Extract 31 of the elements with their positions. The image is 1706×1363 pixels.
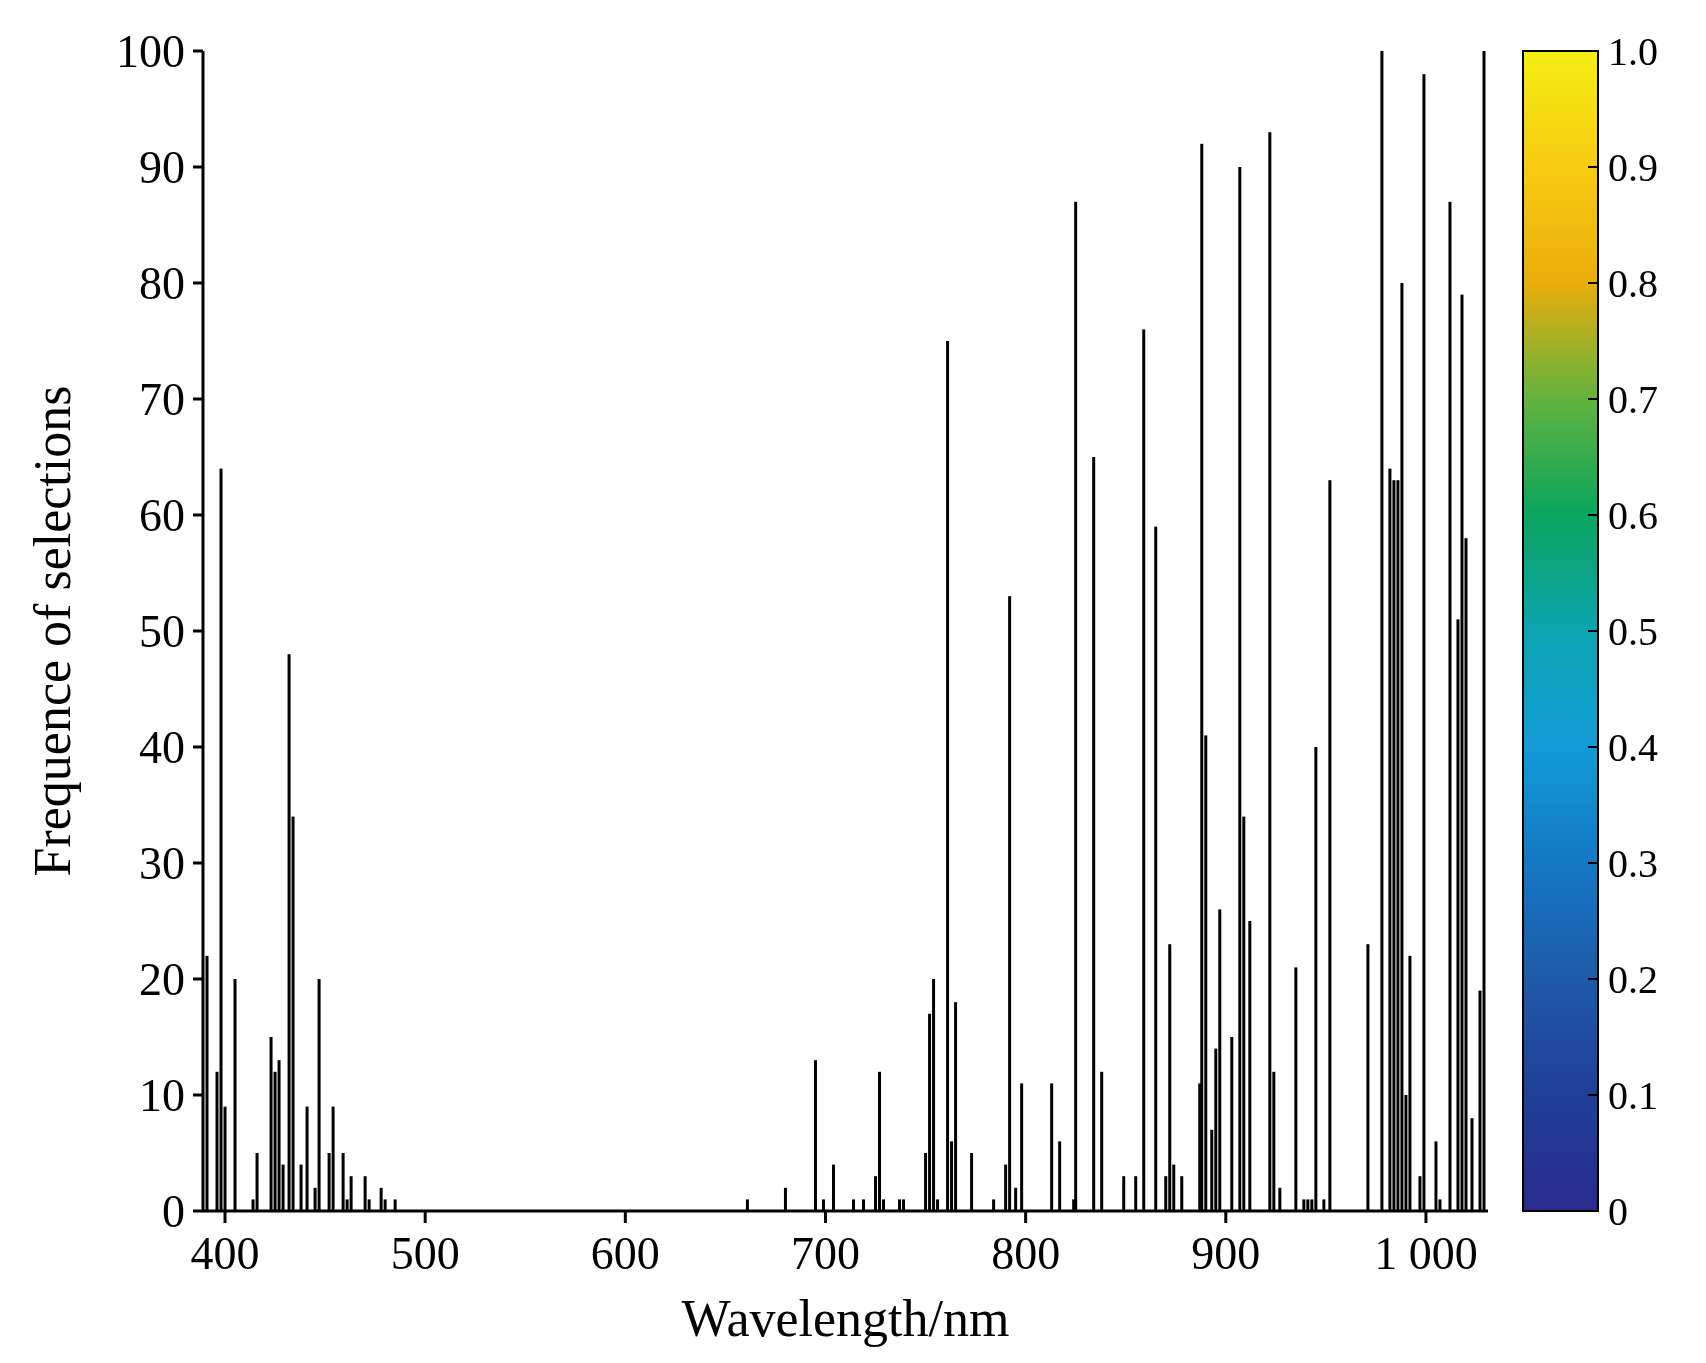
color-bar-label: 0.2 [1608,957,1658,1002]
y-axis-title: Frequence of selections [24,385,81,877]
x-tick-label: 800 [991,1228,1061,1279]
y-tick-label: 80 [139,258,185,310]
y-tick-label: 0 [162,1186,185,1238]
x-axis-title: Wavelength/nm [681,1290,1010,1347]
color-bar-label: 0.6 [1608,493,1658,538]
y-tick-label: 40 [139,722,185,774]
color-bar-label: 0.3 [1608,841,1658,886]
y-tick-label: 50 [139,606,185,658]
x-tick-label: 400 [190,1228,260,1279]
x-tick-label: 600 [590,1228,660,1279]
color-bar-label: 0.9 [1608,145,1658,190]
x-tick-label: 500 [390,1228,460,1279]
color-bar-label: 0.8 [1608,261,1658,306]
y-tick-label: 90 [139,142,185,194]
color-bar-label: 0.5 [1608,609,1658,654]
y-tick-label: 100 [116,26,185,78]
y-tick-label: 30 [139,838,185,890]
y-tick-label: 70 [139,374,185,426]
color-bar-label: 1.0 [1608,29,1658,74]
x-tick-label: 900 [1191,1228,1261,1279]
color-bar-label: 0.7 [1608,377,1658,422]
y-tick-label: 60 [139,490,185,542]
x-tick-label: 700 [790,1228,860,1279]
x-tick-label: 1 000 [1374,1228,1478,1279]
y-tick-label: 10 [139,1070,185,1122]
color-bar-label: 0 [1608,1189,1628,1234]
color-bar-label: 0.1 [1608,1073,1658,1118]
color-bar-label: 0.4 [1608,725,1658,770]
y-tick-label: 20 [139,954,185,1006]
